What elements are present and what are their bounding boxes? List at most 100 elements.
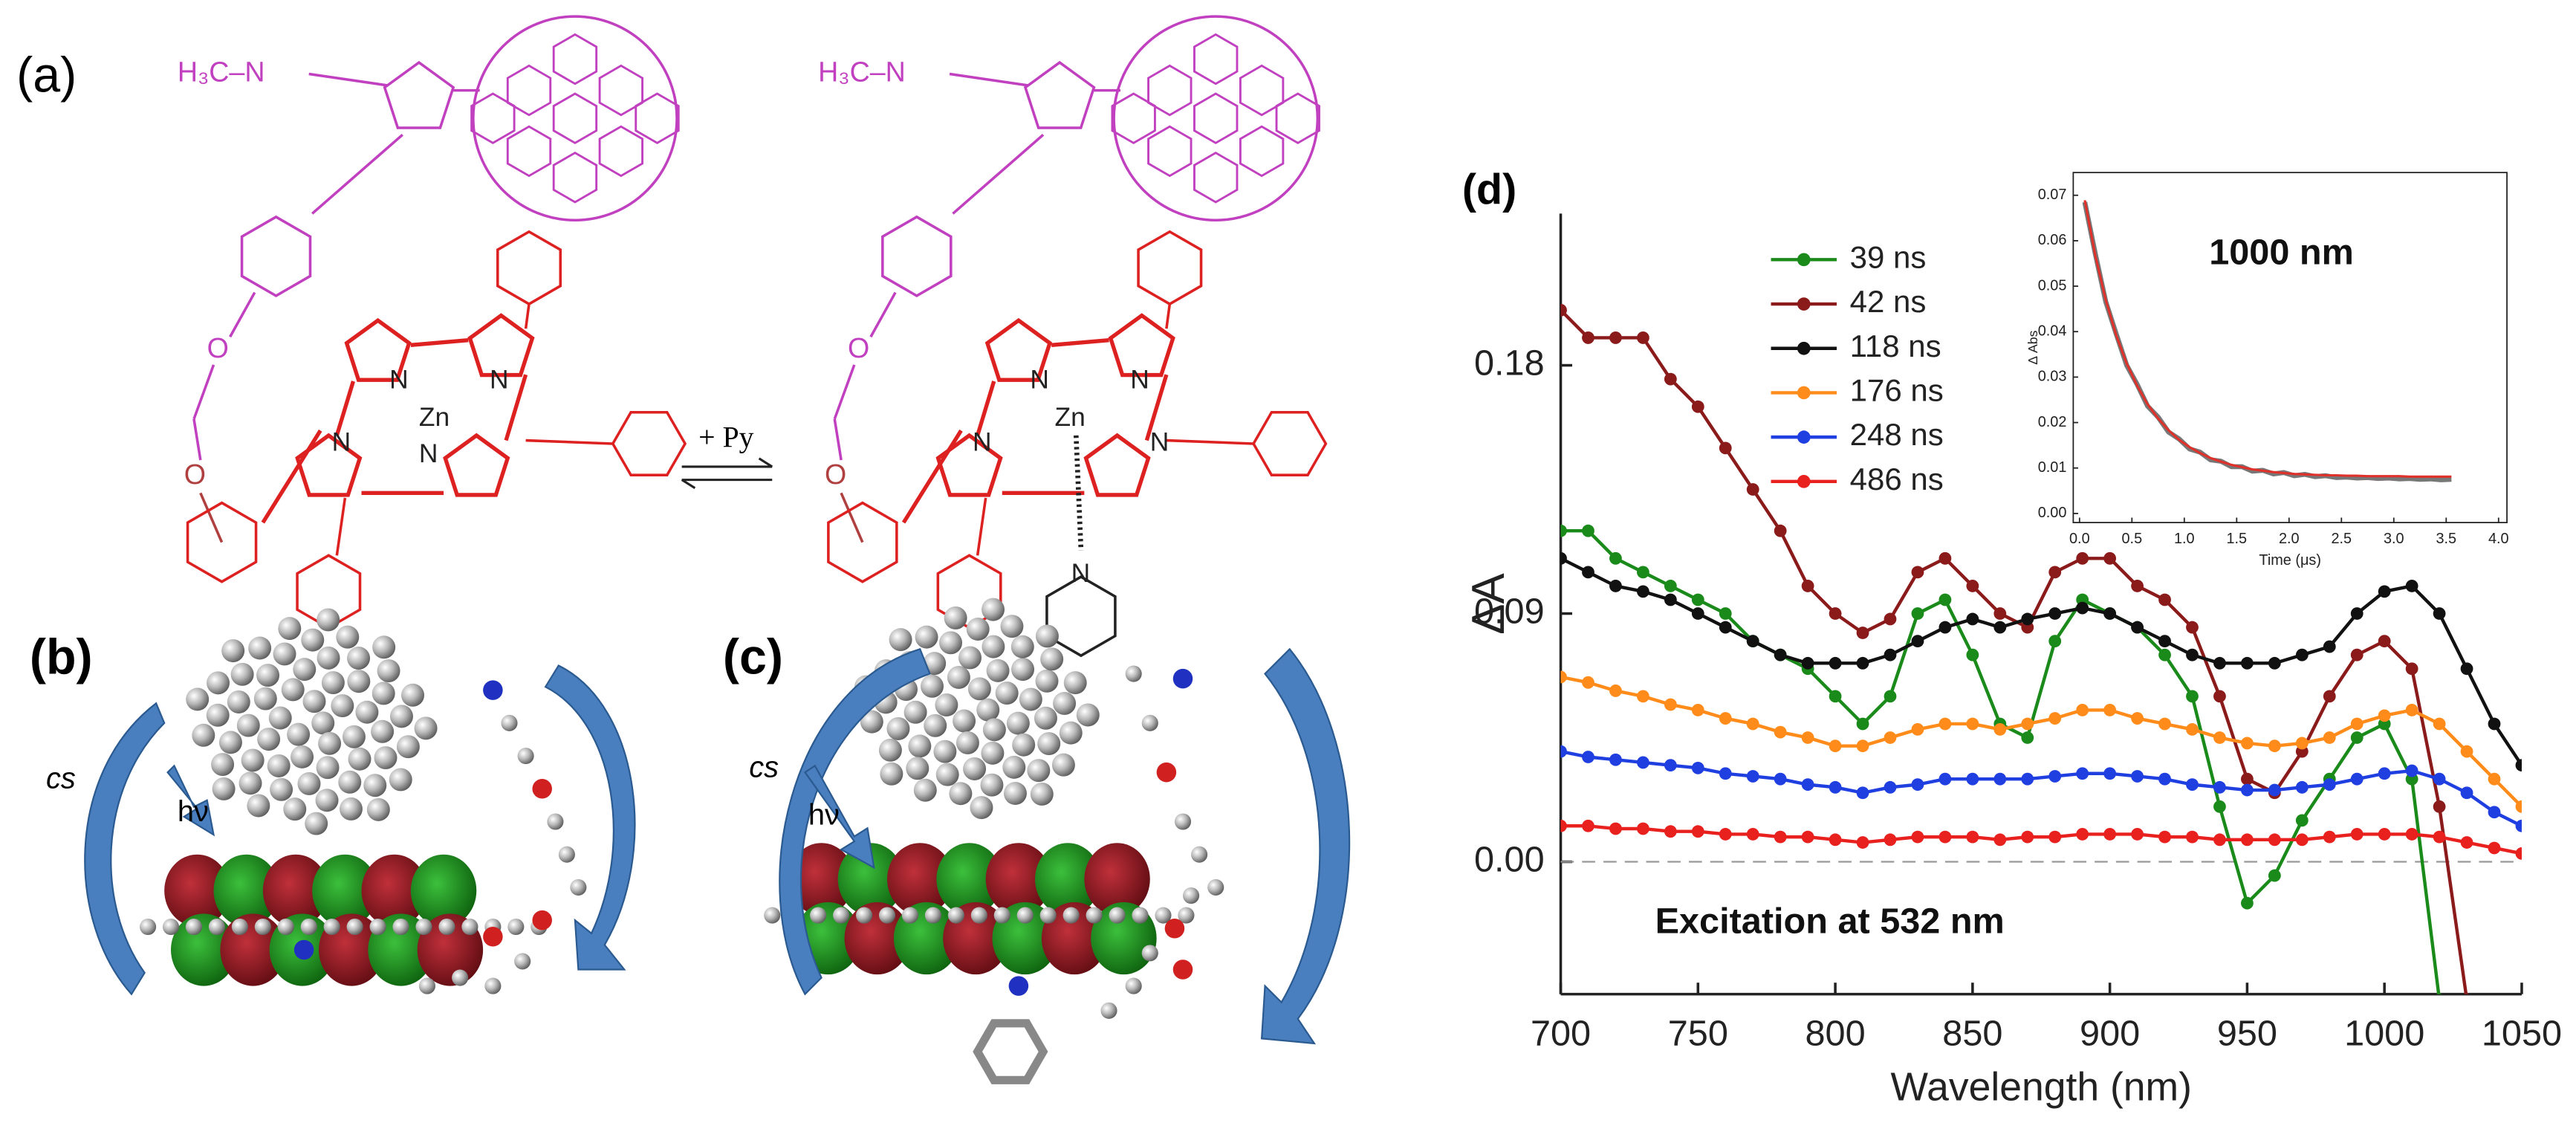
data-point	[2350, 772, 2364, 786]
fullerene-ring	[506, 125, 552, 178]
data-point	[1993, 621, 2007, 634]
atom	[230, 662, 254, 686]
data-point	[1664, 825, 1677, 838]
x-tick-label: 800	[1806, 1013, 1866, 1053]
atom	[277, 918, 294, 936]
annotation: Excitation at 532 nm	[1655, 901, 2005, 941]
atom	[1164, 918, 1185, 939]
nitrogen-label: N	[973, 427, 992, 456]
atom	[483, 680, 503, 700]
y-tick-label: 0.02	[2038, 414, 2067, 430]
data-point	[1560, 524, 1567, 537]
data-point	[1609, 822, 1622, 835]
atom	[377, 659, 400, 683]
atom	[389, 705, 413, 728]
atom	[558, 846, 575, 863]
atom	[1003, 782, 1027, 805]
data-point	[1664, 580, 1677, 592]
atom	[273, 642, 296, 666]
fullerene-ring	[1193, 33, 1239, 85]
data-point	[2350, 731, 2364, 744]
data-point	[2405, 662, 2418, 676]
data-point	[1746, 717, 1759, 731]
series-group	[1560, 303, 2522, 994]
data-point	[1829, 780, 1842, 794]
atom	[947, 665, 970, 689]
atom	[231, 918, 248, 936]
data-point	[2488, 841, 2501, 855]
data-point	[1609, 685, 1622, 697]
bond	[833, 418, 843, 461]
data-point	[2350, 607, 2364, 620]
data-point	[2048, 607, 2062, 620]
panel-label: (a)	[16, 48, 77, 103]
atom	[1006, 711, 1030, 735]
hv-label: hν	[178, 795, 209, 828]
atom	[1035, 669, 1059, 693]
bond	[199, 492, 224, 543]
atom	[1037, 732, 1061, 756]
atom	[982, 718, 1006, 742]
data-point	[2131, 580, 2144, 592]
y-tick-label: 0.00	[1474, 839, 1545, 879]
bond	[334, 381, 355, 436]
hv-label: hν	[808, 798, 840, 831]
oxygen-label: O	[207, 332, 229, 363]
atom	[339, 797, 363, 821]
atom	[212, 777, 236, 800]
plot-frame	[2072, 172, 2508, 523]
data-point	[1636, 690, 1649, 703]
data-point	[1609, 580, 1622, 592]
data-point	[2433, 830, 2446, 844]
atom	[418, 977, 435, 994]
data-point	[1966, 772, 1979, 786]
data-point	[1911, 722, 1924, 736]
bond	[976, 381, 996, 436]
electron-arrow	[1260, 647, 1351, 1045]
oxygen-label: O	[848, 332, 869, 363]
data-point	[1993, 607, 2007, 620]
atom	[227, 690, 250, 713]
x-tick-label: 3.5	[2436, 531, 2456, 547]
panel-label: (b)	[30, 630, 93, 685]
electron-arrow	[803, 764, 875, 870]
bond	[833, 364, 856, 420]
data-point	[1856, 740, 1869, 753]
atom	[956, 731, 979, 754]
series-group	[2082, 200, 2452, 482]
atom	[856, 907, 873, 924]
data-point	[1664, 698, 1677, 711]
atom	[514, 953, 531, 970]
data-point	[2021, 731, 2034, 744]
atom	[186, 687, 210, 711]
atom	[1172, 959, 1193, 980]
y-tick-label: 0.09	[1474, 591, 1545, 631]
atom	[348, 747, 372, 771]
atom	[374, 746, 398, 770]
atom	[1053, 691, 1077, 715]
data-point	[2021, 830, 2034, 844]
data-point	[1801, 731, 1814, 744]
data-point	[2433, 607, 2446, 620]
atom	[401, 683, 424, 707]
orbital-panels	[84, 598, 1351, 1084]
data-point	[2048, 566, 2062, 579]
data-point	[2433, 717, 2446, 731]
data-point	[2021, 612, 2034, 626]
data-point	[2213, 731, 2226, 744]
phenyl	[496, 230, 562, 306]
bond	[229, 291, 256, 338]
atom	[880, 762, 903, 786]
atom	[267, 754, 291, 777]
fullerene-ring	[552, 92, 598, 145]
data-point	[2186, 830, 2199, 844]
data-point	[2186, 690, 2199, 703]
atom	[331, 694, 354, 718]
data-point	[1582, 676, 1594, 689]
atom	[392, 918, 409, 936]
data-point	[2186, 722, 2199, 736]
atom	[207, 671, 230, 695]
data-point	[2048, 712, 2062, 725]
pyrrole	[935, 433, 1003, 497]
